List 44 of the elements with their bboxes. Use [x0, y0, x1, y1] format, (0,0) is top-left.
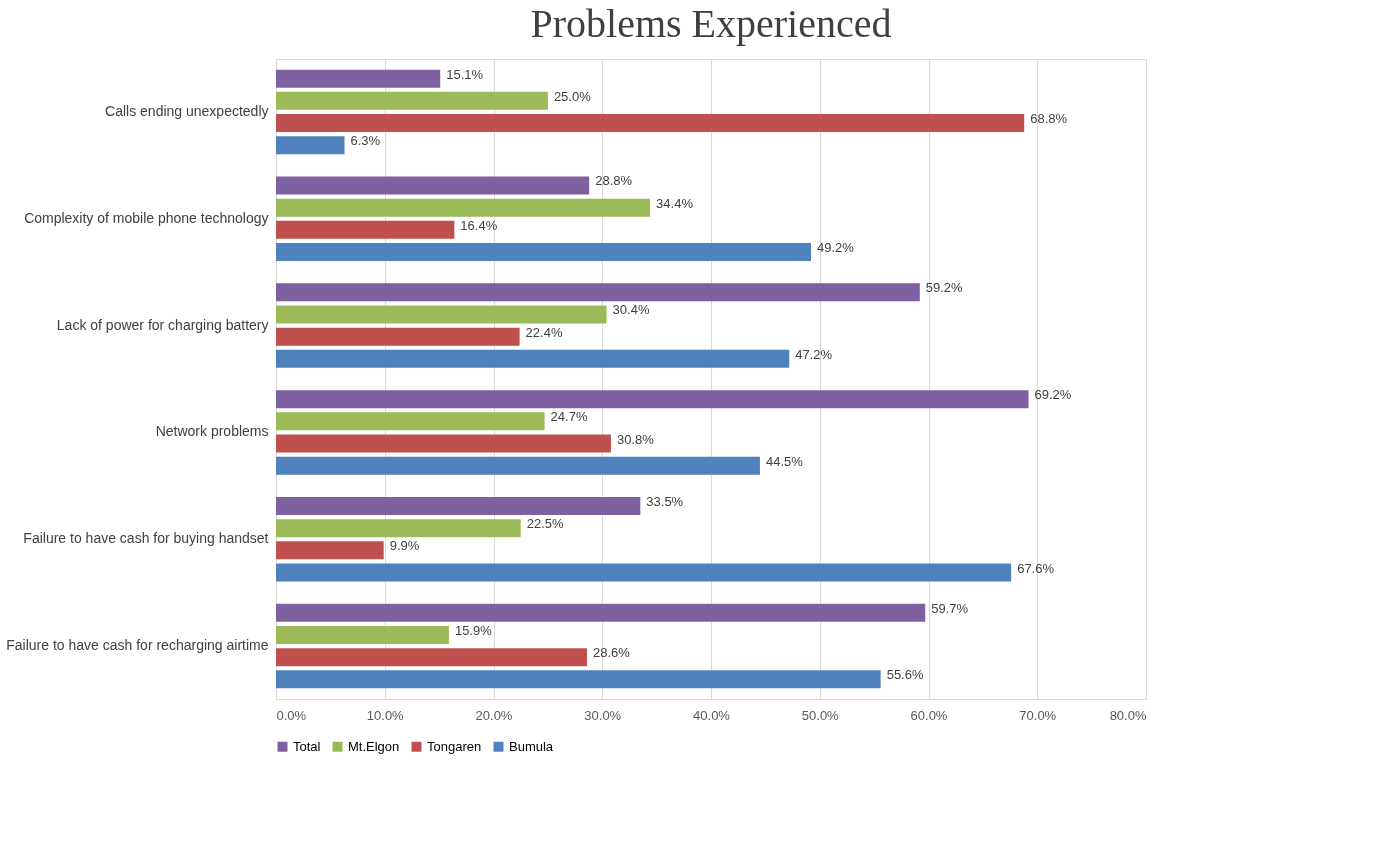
x-tick-label: 0.0%	[276, 707, 307, 723]
data-label: 30.4%	[612, 302, 650, 318]
x-tick-label: 60.0%	[910, 707, 948, 723]
data-label: 49.2%	[817, 239, 855, 255]
legend-label: Total	[293, 738, 321, 754]
data-label: 34.4%	[656, 195, 694, 211]
data-label: 55.6%	[886, 667, 924, 683]
legend-label: Bumula	[509, 738, 554, 754]
data-label: 24.7%	[550, 409, 588, 425]
data-label: 22.5%	[526, 516, 564, 532]
data-label: 33.5%	[646, 494, 684, 510]
x-tick-label: 80.0%	[1109, 707, 1147, 723]
legend-label: Mt.Elgon	[348, 738, 400, 754]
data-label: 30.8%	[616, 431, 655, 447]
x-tick-label: 30.0%	[584, 707, 622, 723]
x-tick-label: 10.0%	[366, 707, 405, 723]
x-tick-label: 40.0%	[693, 707, 731, 723]
data-label: 15.1%	[446, 66, 484, 82]
data-label: 16.4%	[460, 217, 498, 233]
data-label: 9.9%	[389, 538, 420, 554]
data-label: 68.8%	[1030, 110, 1068, 126]
data-label: 44.5%	[765, 453, 804, 469]
y-tick-label: Network problems	[155, 423, 269, 440]
y-tick-label: Complexity of mobile phone technology	[24, 209, 269, 226]
data-label: 25.0%	[553, 88, 592, 104]
y-tick-label: Failure to have cash for recharging airtime	[6, 637, 269, 654]
y-tick-label: Lack of power for charging battery	[56, 316, 269, 333]
data-label: 47.2%	[795, 346, 833, 362]
data-label: 22.4%	[525, 324, 563, 340]
data-label: 28.8%	[595, 173, 633, 189]
data-label: 15.9%	[454, 623, 493, 639]
data-label: 59.7%	[931, 600, 969, 616]
data-label: 67.6%	[1017, 560, 1055, 576]
data-label: 28.6%	[593, 645, 631, 661]
x-tick-label: 70.0%	[1019, 707, 1057, 723]
y-tick-label: Calls ending unexpectedly	[105, 102, 269, 119]
data-label: 59.2%	[925, 280, 964, 296]
chart-title: Problems Experienced	[530, 1, 892, 46]
y-tick-label: Failure to have cash for buying handset	[23, 530, 269, 547]
data-label: 6.3%	[350, 133, 381, 149]
x-tick-label: 20.0%	[475, 707, 513, 723]
x-tick-label: 50.0%	[801, 707, 840, 723]
data-label: 69.2%	[1034, 387, 1072, 403]
legend-label: Tongaren	[427, 738, 482, 754]
